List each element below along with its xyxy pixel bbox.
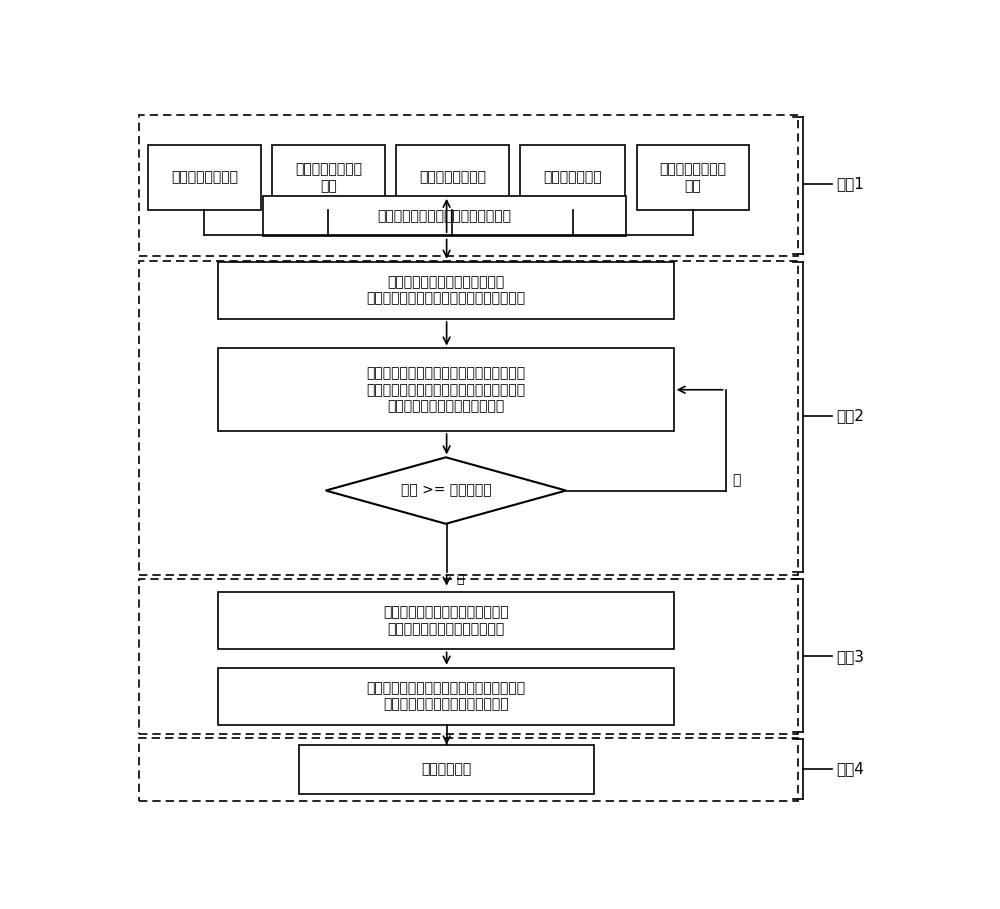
FancyBboxPatch shape — [218, 667, 674, 725]
Text: 风电机组静态模型
信息: 风电机组静态模型 信息 — [295, 163, 362, 193]
Text: 实测数据及离线配置数据获取及检查: 实测数据及离线配置数据获取及检查 — [377, 209, 511, 224]
FancyBboxPatch shape — [139, 261, 798, 574]
Text: 风电机组实测数据: 风电机组实测数据 — [171, 171, 238, 185]
Text: 依次按风机开停机状态、风机类型、额定有
功功率、稳定参数、保护定值、有功出力、
桨距角，对各组内风机进行分群: 依次按风机开停机状态、风机类型、额定有 功功率、稳定参数、保护定值、有功出力、 … — [366, 366, 525, 413]
Polygon shape — [326, 457, 566, 524]
FancyBboxPatch shape — [299, 744, 594, 794]
Text: 否: 否 — [732, 473, 740, 487]
Text: 机端变压器参数: 机端变压器参数 — [543, 171, 602, 185]
FancyBboxPatch shape — [139, 115, 798, 256]
Text: 将每群风机等值为一台等值风机，
分别求取各等值风机的等值参数: 将每群风机等值为一台等值风机， 分别求取各等值风机的等值参数 — [383, 605, 509, 635]
Text: 将每组内的变压器等值为一台等值变压器，
分别求取各等值变压器的等值参数: 将每组内的变压器等值为一台等值变压器， 分别求取各等值变压器的等值参数 — [366, 681, 525, 712]
FancyBboxPatch shape — [520, 145, 625, 210]
Text: 步骤4: 步骤4 — [836, 762, 864, 776]
Text: 风机与变压器联接
关系: 风机与变压器联接 关系 — [659, 163, 726, 193]
FancyBboxPatch shape — [637, 145, 749, 210]
FancyBboxPatch shape — [396, 145, 509, 210]
Text: 按风机联接的馈线将风机分组，
按机端变压器连接的馈线将机端变压器分组: 按风机联接的馈线将风机分组， 按机端变压器连接的馈线将机端变压器分组 — [366, 275, 525, 305]
Text: 群数 >= 最大分群数: 群数 >= 最大分群数 — [401, 484, 491, 497]
FancyBboxPatch shape — [139, 737, 798, 801]
Text: 等值结果输出: 等值结果输出 — [422, 762, 472, 776]
FancyBboxPatch shape — [263, 195, 626, 236]
Text: 步骤3: 步骤3 — [836, 649, 864, 664]
Text: 是: 是 — [456, 573, 463, 586]
Text: 风电机组保护参数: 风电机组保护参数 — [419, 171, 486, 185]
FancyBboxPatch shape — [218, 592, 674, 649]
FancyBboxPatch shape — [218, 262, 674, 319]
Text: 步骤1: 步骤1 — [836, 176, 864, 192]
FancyBboxPatch shape — [272, 145, 385, 210]
Text: 步骤2: 步骤2 — [836, 408, 864, 424]
FancyBboxPatch shape — [139, 579, 798, 734]
FancyBboxPatch shape — [218, 348, 674, 431]
FancyBboxPatch shape — [148, 145, 261, 210]
